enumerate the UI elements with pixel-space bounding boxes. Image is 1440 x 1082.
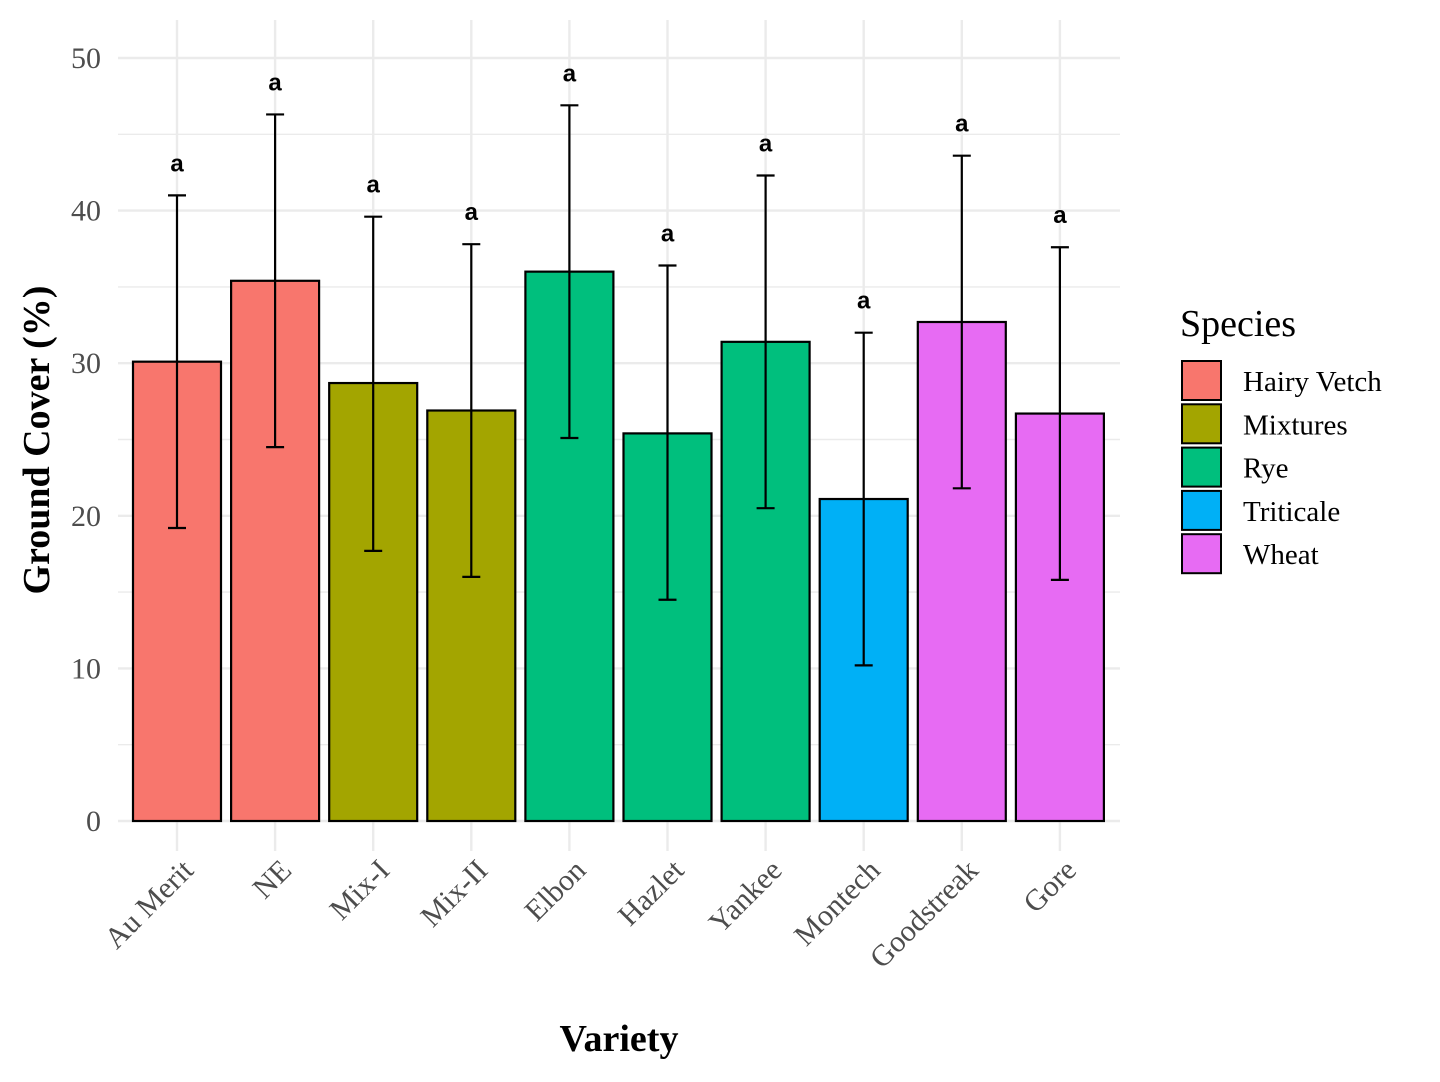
significance-letter: a	[367, 172, 381, 199]
significance-letter: a	[759, 131, 773, 158]
legend-key	[1181, 360, 1222, 401]
x-tick-label: Yankee	[703, 854, 789, 940]
x-tick-label: Au Merit	[98, 853, 200, 955]
legend-title: Species	[1180, 303, 1296, 345]
x-tick-label: Gore	[1017, 854, 1083, 920]
x-tick-label: Mix-II	[414, 854, 494, 934]
y-tick-label: 30	[71, 347, 101, 380]
x-tick-label: Hazlet	[612, 853, 691, 932]
significance-letter: a	[1053, 202, 1067, 229]
y-axis-ticks: 0 10 20 30 40 50	[71, 42, 101, 838]
bars	[131, 270, 1106, 823]
significance-letter: a	[661, 221, 675, 248]
x-axis-ticks: Au Merit NE Mix-I Mix-II Elbon Hazlet Yankee Mo…	[98, 853, 1083, 975]
legend-label: Triticale	[1243, 496, 1340, 528]
legend-label: Hairy Vetch	[1243, 366, 1382, 398]
y-tick-label: 40	[71, 195, 101, 228]
error-bar	[1050, 246, 1069, 581]
significance-letter: a	[465, 199, 479, 226]
error-bar	[952, 154, 971, 490]
legend: Species Hairy Vetch Mixtures Rye Triticale W…	[1180, 303, 1382, 575]
y-tick-label: 0	[86, 805, 101, 838]
error-bar	[462, 243, 481, 578]
error-bar	[854, 331, 873, 667]
error-bar	[560, 104, 579, 440]
legend-key	[1181, 403, 1222, 445]
y-tick-label: 20	[71, 500, 101, 533]
legend-label: Wheat	[1243, 539, 1319, 571]
significance-letter: a	[563, 60, 577, 87]
significance-letter: a	[268, 69, 282, 96]
error-bars	[168, 104, 1069, 667]
error-bar	[266, 113, 285, 449]
x-tick-label: NE	[246, 854, 298, 906]
x-tick-label: Elbon	[518, 854, 592, 928]
error-bar	[168, 194, 186, 530]
y-tick-label: 10	[71, 652, 101, 685]
significance-letter: a	[955, 111, 969, 138]
significance-letter: a	[857, 288, 871, 315]
significance-labels: a a a a a a a a a a	[170, 60, 1067, 314]
error-bar	[658, 264, 677, 601]
y-tick-label: 50	[71, 42, 101, 75]
x-tick-label: Goodstreak	[864, 854, 985, 975]
legend-label: Rye	[1243, 453, 1289, 485]
x-tick-label: Mix-I	[323, 854, 396, 927]
error-bar	[756, 174, 775, 510]
x-axis-title: Variety	[560, 1018, 679, 1060]
error-bar	[364, 215, 383, 552]
legend-key	[1181, 533, 1222, 575]
bar-au-merit	[131, 360, 223, 823]
legend-label: Mixtures	[1243, 409, 1348, 441]
legend-key	[1181, 489, 1222, 531]
legend-key	[1181, 446, 1222, 488]
significance-letter: a	[170, 150, 184, 177]
y-axis-title: Ground Cover (%)	[16, 286, 58, 595]
x-tick-label: Montech	[788, 854, 887, 953]
